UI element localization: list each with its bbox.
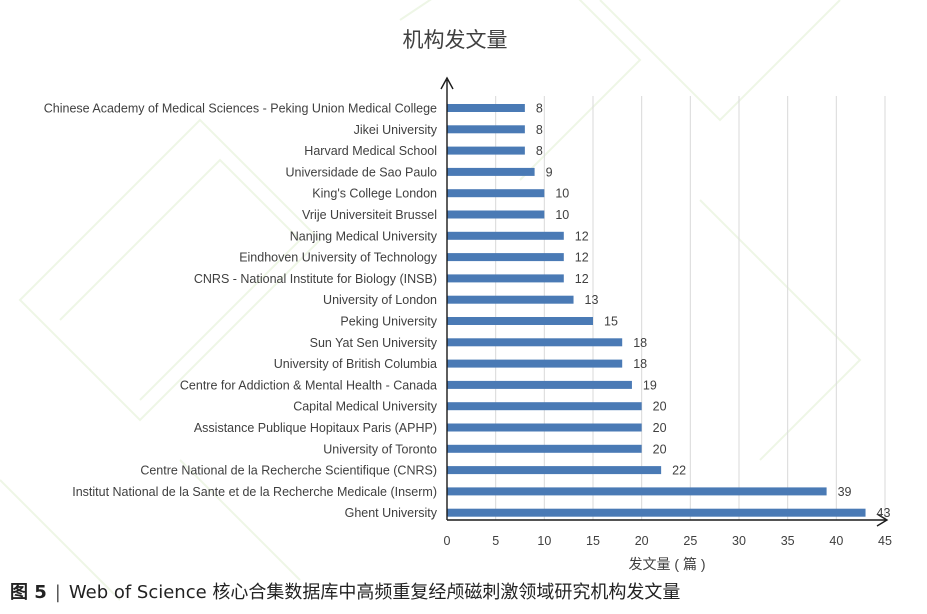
- category-label: Sun Yat Sen University: [310, 336, 438, 350]
- bar: [447, 466, 662, 475]
- bar: [447, 253, 564, 262]
- category-label: Centre National de la Recherche Scientif…: [140, 464, 437, 478]
- category-label: Assistance Publique Hopitaux Paris (APHP…: [194, 421, 437, 435]
- bar-chart: 机构发文量 0 5 10 15 20 25 30 35 40 45 Chinese Academy…: [44, 28, 892, 572]
- data-label: 39: [838, 485, 852, 499]
- category-label: Vrije Universiteit Brussel: [302, 208, 437, 222]
- x-tick-label: 10: [537, 534, 551, 548]
- grid-lines: [495, 96, 886, 520]
- category-label: Jikei University: [354, 123, 438, 137]
- category-label: Capital Medical University: [293, 400, 438, 414]
- data-label: 9: [546, 165, 553, 179]
- figure-label: 图 5: [10, 582, 47, 603]
- bar: [447, 444, 642, 453]
- bar: [447, 210, 545, 219]
- x-axis-title: 发文量 ( 篇 ): [629, 556, 706, 572]
- bar: [447, 317, 593, 325]
- bar: [447, 338, 623, 347]
- category-labels: Chinese Academy of Medical Sciences - Pe…: [44, 102, 438, 521]
- data-label: 8: [536, 123, 543, 137]
- bar: [447, 487, 827, 496]
- data-label: 18: [633, 336, 647, 350]
- category-label: CNRS - National Institute for Biology (I…: [194, 272, 437, 286]
- x-tick-label: 25: [683, 534, 697, 548]
- category-label: Chinese Academy of Medical Sciences - Pe…: [44, 102, 437, 116]
- data-label: 8: [536, 102, 543, 116]
- x-tick-label: 15: [586, 534, 600, 548]
- x-tick-label: 40: [829, 534, 843, 548]
- bar: [447, 189, 545, 198]
- x-tick-label: 45: [878, 534, 892, 548]
- bar: [447, 104, 525, 112]
- bar: [447, 295, 574, 304]
- bar: [447, 423, 642, 432]
- bar: [447, 146, 525, 155]
- data-label: 10: [555, 208, 569, 222]
- category-label: Peking University: [340, 315, 437, 329]
- category-label: University of British Columbia: [274, 357, 437, 371]
- data-label: 20: [653, 421, 667, 435]
- data-label: 13: [585, 293, 599, 307]
- bar: [447, 231, 564, 240]
- figure-caption: 图 5 | Web of Science 核心合集数据库中高频重复经颅磁刺激领域研究…: [10, 578, 680, 604]
- category-label: King's College London: [312, 187, 437, 201]
- data-label: 12: [575, 229, 589, 243]
- category-label: Eindhoven University of Technology: [239, 251, 438, 265]
- category-label: Universidade de Sao Paulo: [286, 165, 438, 179]
- bar: [447, 359, 623, 368]
- x-tick-label: 20: [635, 534, 649, 548]
- x-axis-arrow: [876, 513, 889, 527]
- category-label: University of Toronto: [323, 442, 437, 456]
- bar: [447, 167, 535, 176]
- category-label: Institut National de la Sante et de la R…: [72, 485, 437, 499]
- x-tick-label: 35: [781, 534, 795, 548]
- data-label: 20: [653, 400, 667, 414]
- data-label: 10: [555, 187, 569, 201]
- category-label: Harvard Medical School: [304, 144, 437, 158]
- data-label: 12: [575, 272, 589, 286]
- y-axis-arrow: [440, 76, 454, 90]
- caption-text: Web of Science 核心合集数据库中高频重复经颅磁刺激领域研究机构发文…: [68, 582, 681, 603]
- data-label: 20: [653, 442, 667, 456]
- data-label: 22: [672, 464, 686, 478]
- category-label: Centre for Addiction & Mental Health - C…: [180, 378, 437, 392]
- caption-separator: |: [54, 582, 61, 603]
- bar: [447, 508, 866, 517]
- bars: [447, 104, 866, 517]
- data-label: 43: [877, 506, 891, 520]
- bar: [447, 380, 632, 389]
- category-label: Ghent University: [345, 506, 438, 520]
- data-label: 15: [604, 315, 618, 329]
- data-label: 8: [536, 144, 543, 158]
- data-label: 12: [575, 251, 589, 265]
- x-tick-label: 5: [492, 534, 499, 548]
- bar: [447, 274, 564, 283]
- x-tick-label: 0: [444, 534, 451, 548]
- bar: [447, 402, 642, 411]
- axes: [440, 76, 889, 527]
- data-label: 18: [633, 357, 647, 371]
- chart-title: 机构发文量: [403, 28, 508, 52]
- category-label: University of London: [323, 293, 437, 307]
- category-label: Nanjing Medical University: [290, 229, 438, 243]
- bar: [447, 125, 525, 134]
- x-tick-label: 30: [732, 534, 746, 548]
- x-tick-labels: 0 5 10 15 20 25 30 35 40 45: [444, 534, 892, 548]
- data-label: 19: [643, 378, 657, 392]
